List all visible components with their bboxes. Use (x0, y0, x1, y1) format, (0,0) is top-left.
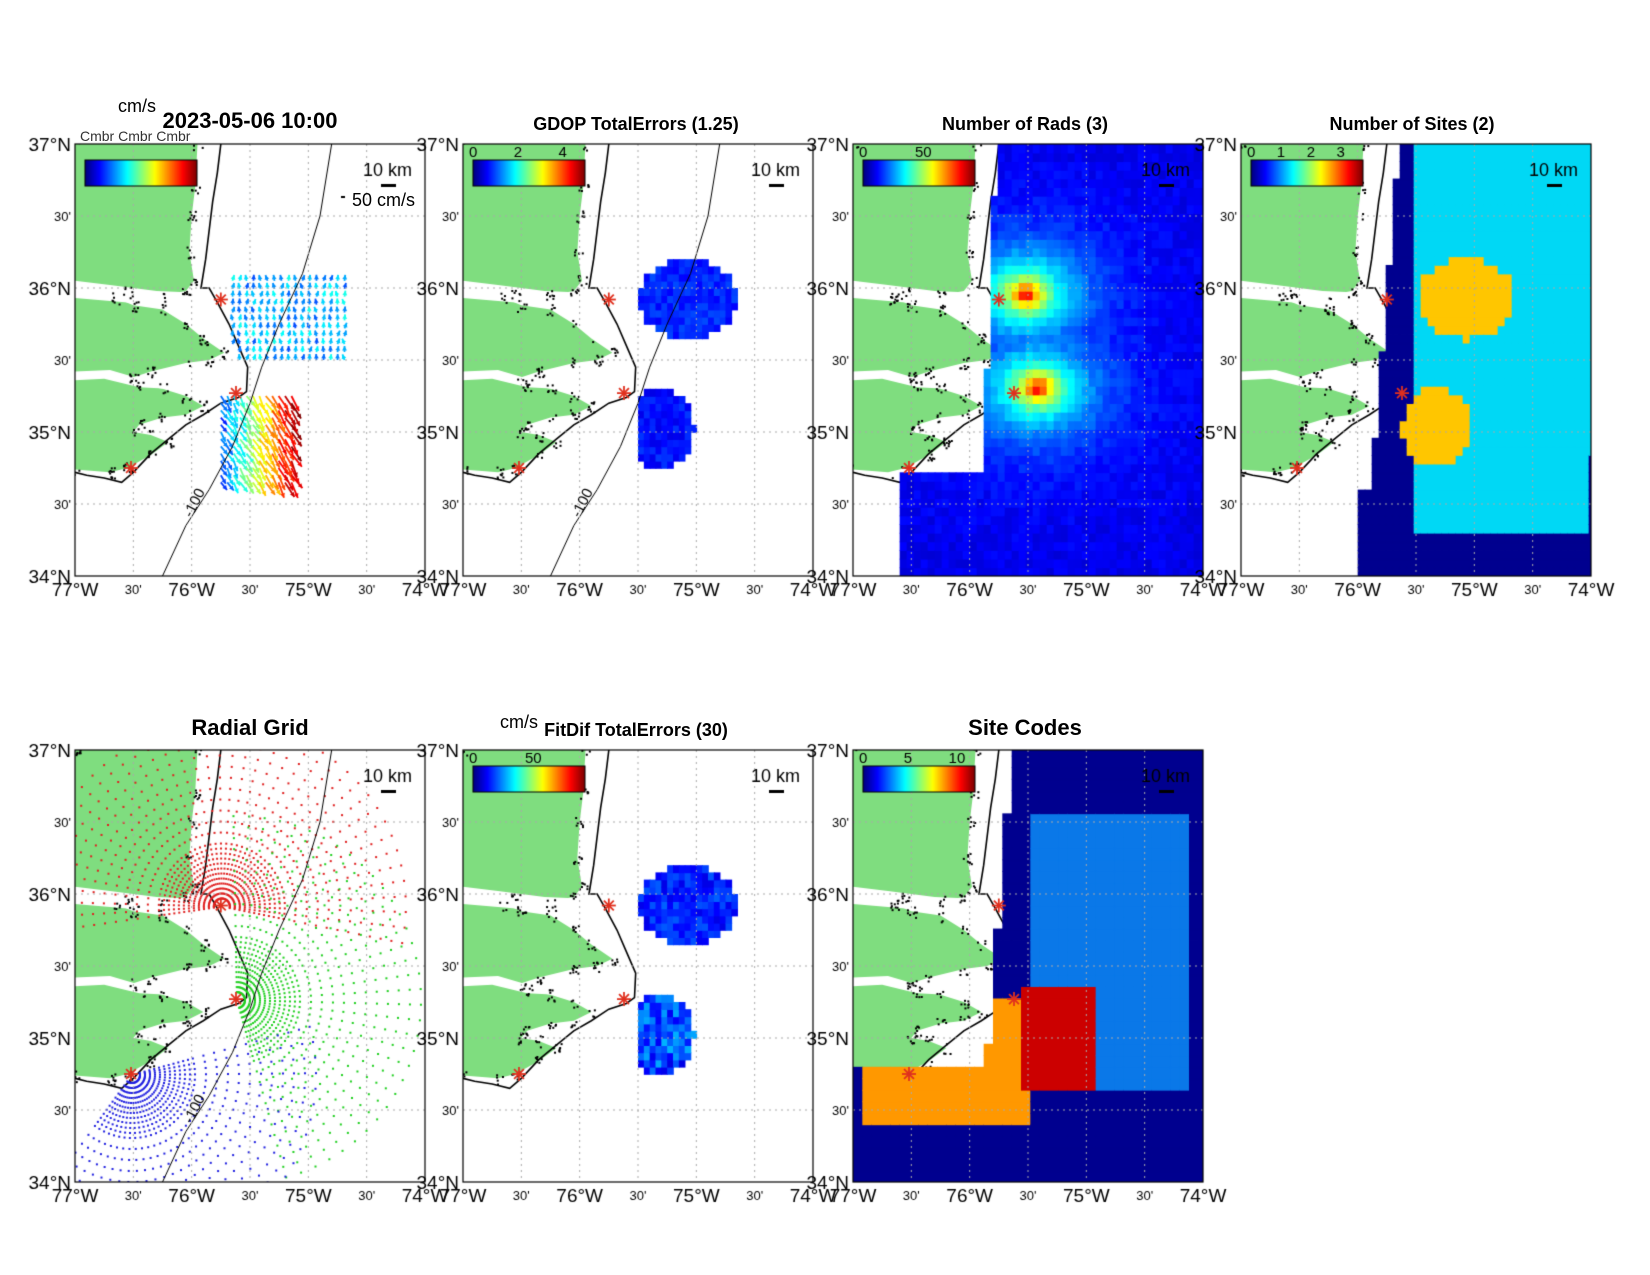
panel-title-currents: 2023-05-06 10:00 (162, 108, 338, 133)
panel-title-nrads: Number of Rads (3) (941, 114, 1109, 134)
unit-label-fitdif: cm/s (500, 712, 538, 732)
panel-title-fitdif: FitDif TotalErrors (30) (544, 720, 728, 740)
unit-label-top: cm/s (118, 96, 156, 116)
overlap-label: Cmbr Cmbr Cmbr (80, 128, 191, 144)
panel-title-radgrid: Radial Grid (191, 715, 309, 740)
panel-title-nsites: Number of Sites (2) (1329, 114, 1495, 134)
panel-title-sitecodes: Site Codes (968, 715, 1082, 740)
velocity-scale-label: 50 cm/s (352, 190, 416, 210)
panel-title-gdop: GDOP TotalErrors (1.25) (533, 114, 739, 134)
